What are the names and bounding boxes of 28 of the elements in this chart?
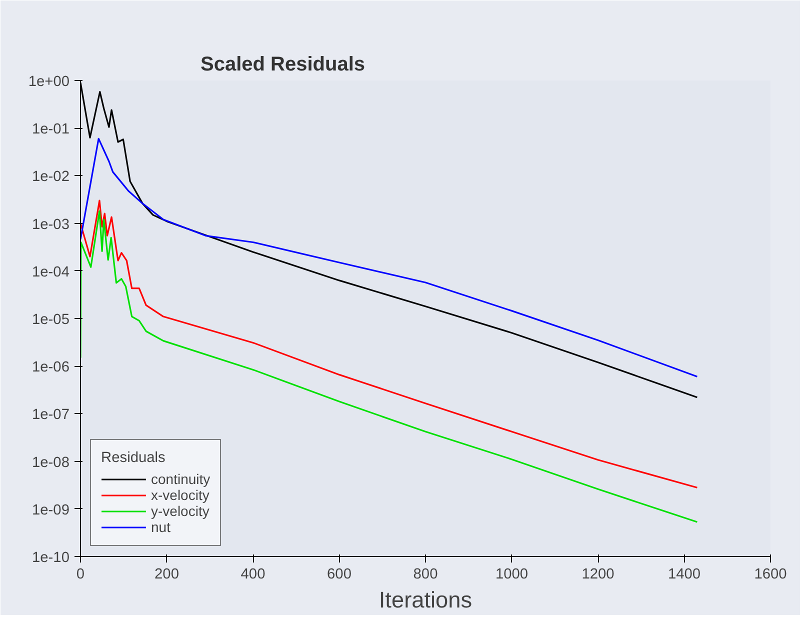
x-axis-title: Iterations <box>378 586 472 612</box>
y-tick-label: 1e-05 <box>32 312 70 328</box>
x-tick-label: 200 <box>154 566 179 582</box>
legend-label: x-velocity <box>151 487 210 503</box>
y-tick-label: 1e-08 <box>32 454 70 471</box>
legend-label: y-velocity <box>151 503 210 519</box>
x-tick-label: 0 <box>76 566 85 582</box>
legend-title: Residuals <box>101 450 166 466</box>
legend-label: nut <box>151 519 171 535</box>
y-tick-label: 1e+00 <box>28 74 70 90</box>
x-tick-label: 800 <box>413 566 438 582</box>
x-tick-label: 600 <box>327 566 352 582</box>
y-tick-label: 1e-07 <box>32 407 70 424</box>
y-tick-label: 1e-10 <box>32 550 70 566</box>
y-tick-label: 1e-02 <box>32 169 70 186</box>
y-tick-label: 1e-06 <box>32 360 70 376</box>
y-tick-label: 1e-09 <box>32 502 70 518</box>
y-tick-label: 1e-03 <box>32 216 70 233</box>
chart-title: Scaled Residuals <box>200 54 366 76</box>
y-tick-label: 1e-04 <box>32 264 70 280</box>
line-series <box>80 138 698 378</box>
legend-label: continuity <box>151 471 210 487</box>
x-tick-label: 1000 <box>495 566 528 582</box>
x-tick-label: 400 <box>240 566 266 582</box>
x-tick-label: 1200 <box>582 566 614 582</box>
x-tick-label: 1600 <box>754 566 787 582</box>
x-tick-label: 1400 <box>668 566 701 582</box>
y-tick-label: 1e-01 <box>32 122 70 138</box>
